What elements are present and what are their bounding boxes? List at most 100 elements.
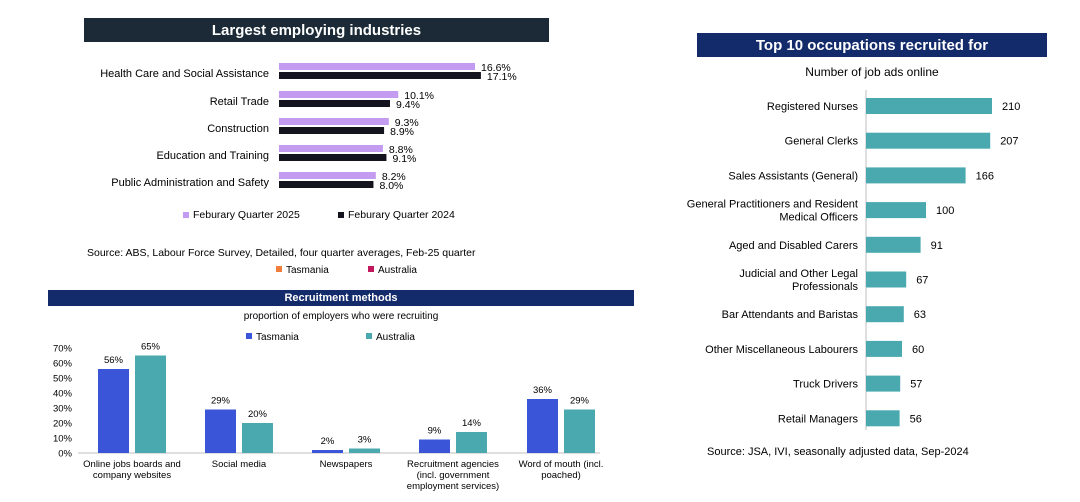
y-tick-label: 0%: [58, 449, 72, 460]
state-legend-swatch: [368, 266, 374, 272]
industry-value-label: 9.1%: [392, 153, 416, 165]
occupation-category-label: General Clerks: [785, 136, 859, 148]
recruitment-bar-australia: [242, 423, 273, 453]
industry-category-label: Construction: [207, 123, 269, 135]
recruitment-subtitle: proportion of employers who were recruit…: [243, 311, 439, 322]
industry-bar-2025: [279, 118, 389, 125]
occupation-value-label: 56: [910, 413, 922, 425]
legend-swatch: [183, 212, 189, 218]
occupations-source: Source: JSA, IVI, seasonally adjusted da…: [707, 446, 969, 458]
industry-value-label: 16.6%: [481, 62, 511, 74]
state-legend-swatch: [276, 266, 282, 272]
industries-source: Source: ABS, Labour Force Survey, Detail…: [87, 247, 476, 259]
occupation-bar: [866, 306, 904, 323]
y-tick-label: 40%: [53, 389, 73, 400]
recruitment-category-label: company websites: [93, 470, 171, 481]
occupation-bar: [866, 167, 966, 184]
recruitment-bar-tasmania: [419, 439, 450, 453]
industry-value-label: 10.1%: [404, 90, 434, 102]
y-tick-label: 30%: [53, 404, 73, 415]
state-legend-label: Tasmania: [286, 265, 329, 276]
industry-bar-2024: [279, 181, 374, 188]
industry-value-label: 8.9%: [390, 126, 414, 138]
y-tick-label: 60%: [53, 359, 73, 370]
industry-category-label: Health Care and Social Assistance: [100, 68, 269, 80]
industry-value-label: 8.2%: [382, 171, 406, 183]
occupation-value-label: 67: [916, 275, 928, 287]
occupations-subtitle: Number of job ads online: [805, 65, 939, 79]
y-tick-label: 10%: [53, 434, 73, 445]
recruitment-bar-tasmania: [312, 450, 343, 453]
occupation-value-label: 210: [1002, 101, 1020, 113]
recruitment-value-label: 9%: [428, 426, 442, 437]
recruitment-category-label: Social media: [212, 459, 267, 470]
occupation-value-label: 100: [936, 205, 954, 217]
recruitment-bar-tasmania: [527, 399, 558, 453]
occupation-bar: [866, 410, 900, 427]
industry-category-label: Public Administration and Safety: [111, 177, 269, 189]
recruitment-legend-swatch: [246, 333, 252, 339]
recruitment-value-label: 3%: [358, 435, 372, 446]
state-legend: Tasmania Australia: [276, 265, 417, 276]
recruitment-bar-tasmania: [98, 369, 129, 453]
industry-category-label: Retail Trade: [210, 96, 269, 108]
legend-swatch: [338, 212, 344, 218]
recruitment-bar-australia: [135, 355, 166, 453]
occupation-value-label: 207: [1000, 136, 1018, 148]
occupation-value-label: 166: [976, 170, 994, 182]
industry-bar-2025: [279, 63, 475, 70]
occupation-bar: [866, 340, 902, 357]
industry-bar-2024: [279, 127, 385, 134]
occupation-value-label: 60: [912, 344, 924, 356]
occupations-chart: 210 Registered Nurses 207 General Clerks 166…: [687, 90, 1020, 430]
recruitment-value-label: 56%: [104, 355, 124, 366]
occupation-category-label: Professionals: [792, 281, 859, 293]
occupation-category-label: Retail Managers: [778, 413, 859, 425]
industries-chart: Health Care and Social Assistance 16.6%17…: [100, 62, 516, 221]
recruitment-category-label: (incl. government: [417, 470, 490, 481]
legend-label: Feburary Quarter 2025: [193, 209, 300, 221]
recruitment-bar-australia: [564, 409, 595, 453]
industries-title: Largest employing industries: [211, 21, 422, 39]
occupation-bar: [866, 98, 992, 114]
occupation-value-label: 91: [931, 240, 943, 252]
recruitment-value-label: 36%: [533, 385, 553, 396]
occupation-category-label: Other Miscellaneous Labourers: [705, 344, 858, 356]
occupation-bar: [866, 271, 907, 288]
recruitment-value-label: 29%: [211, 396, 231, 407]
recruitment-category-label: Word of mouth (incl.: [519, 459, 604, 470]
recruitment-category-label: employment services): [407, 481, 499, 492]
recruitment-title-banner: Recruitment methods: [48, 290, 634, 306]
recruitment-value-label: 29%: [570, 396, 590, 407]
legend-label: Feburary Quarter 2024: [348, 209, 455, 221]
occupation-category-label: Registered Nurses: [767, 101, 859, 113]
recruitment-category-label: Recruitment agencies: [407, 459, 499, 470]
recruitment-category-label: Newspapers: [320, 459, 373, 470]
recruitment-legend-swatch: [366, 333, 372, 339]
recruitment-bar-australia: [456, 432, 487, 453]
occupation-bar: [866, 132, 991, 149]
recruitment-category-label: Online jobs boards and: [83, 459, 181, 470]
occupation-category-label: Medical Officers: [779, 212, 858, 224]
industry-value-label: 8.0%: [379, 180, 403, 192]
recruitment-value-label: 2%: [321, 436, 335, 447]
occupation-category-label: Bar Attendants and Baristas: [722, 309, 859, 321]
state-legend-label: Australia: [378, 265, 417, 276]
recruitment-bar-australia: [349, 448, 380, 453]
recruitment-legend-label: Tasmania: [256, 332, 299, 343]
occupation-category-label: Sales Assistants (General): [728, 170, 858, 182]
industry-category-label: Education and Training: [156, 150, 269, 162]
industry-bar-2025: [279, 91, 399, 98]
y-tick-label: 50%: [53, 374, 73, 385]
occupation-value-label: 63: [914, 309, 926, 321]
industry-bar-2024: [279, 72, 481, 79]
occupation-bar: [866, 236, 921, 253]
recruitment-bar-tasmania: [205, 409, 236, 453]
y-tick-label: 20%: [53, 419, 73, 430]
recruitment-value-label: 65%: [141, 342, 161, 353]
industry-bar-2024: [279, 100, 390, 107]
occupation-value-label: 57: [910, 379, 922, 391]
recruitment-category-label: poached): [541, 470, 581, 481]
industry-value-label: 8.8%: [389, 144, 413, 156]
recruitment-title: Recruitment methods: [284, 292, 398, 304]
